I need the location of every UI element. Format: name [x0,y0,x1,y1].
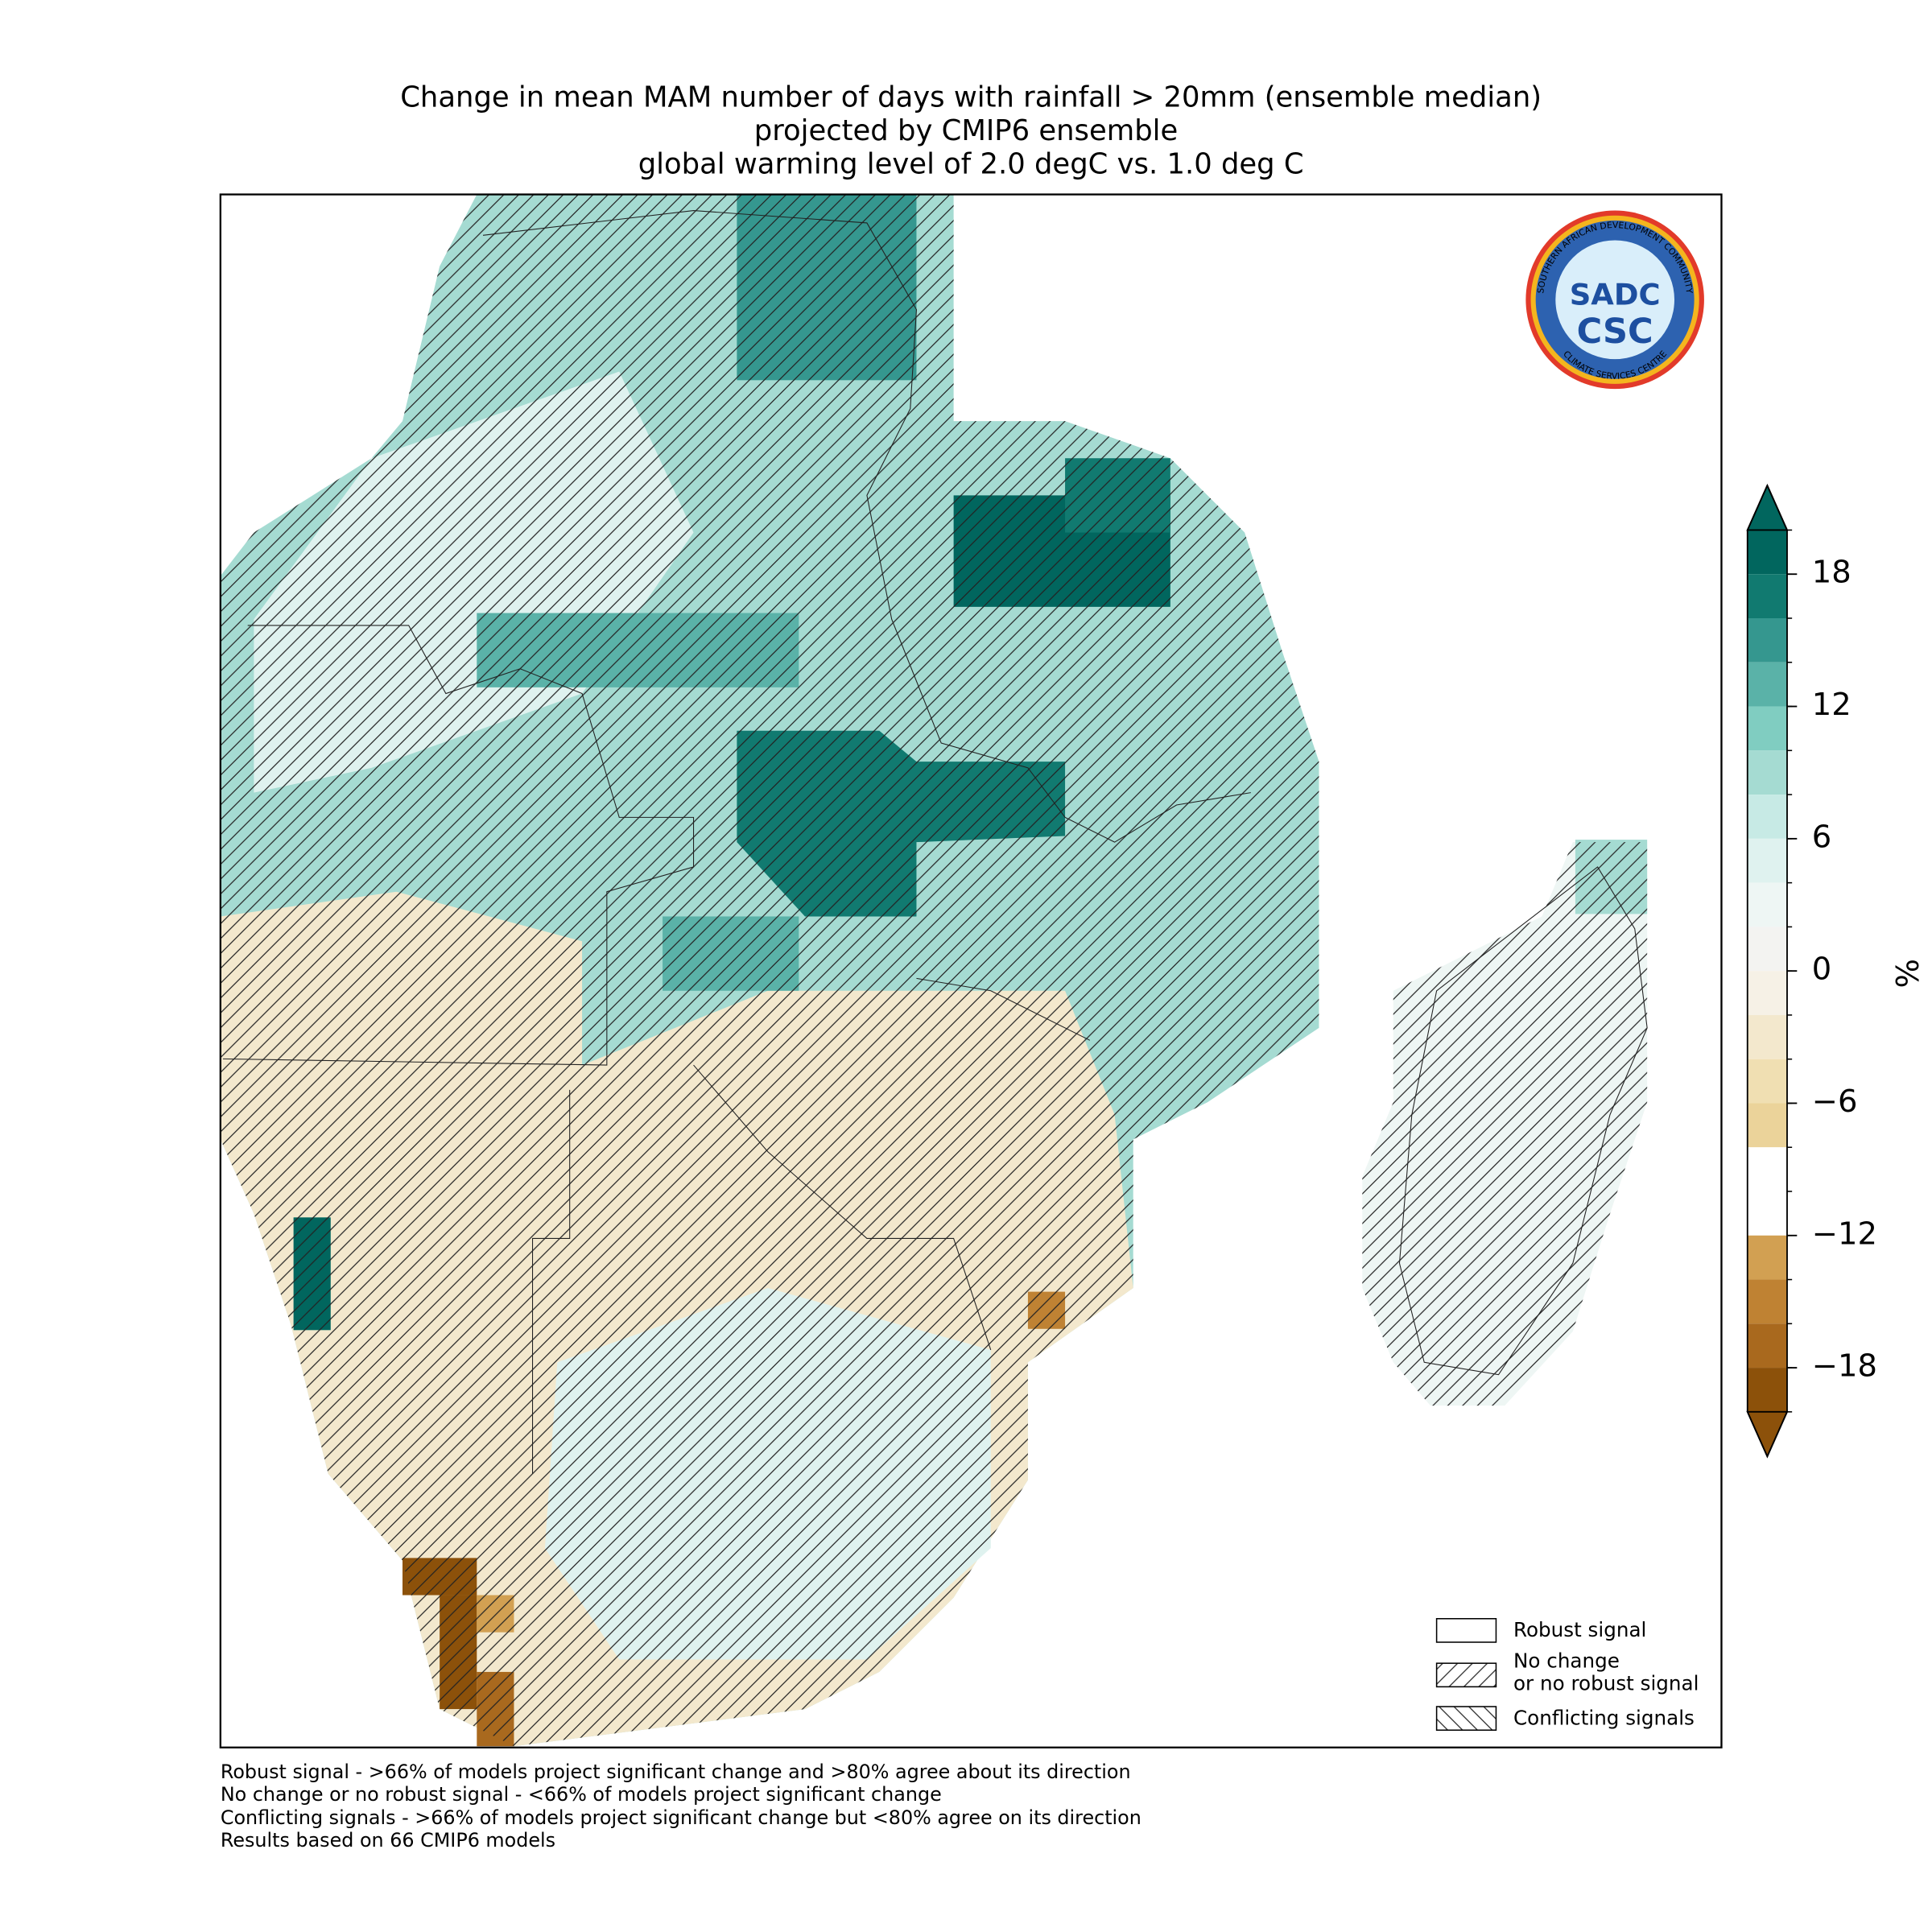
legend-box [1435,1618,1497,1643]
footnote: Conflicting signals - >66% of models pro… [221,1806,1141,1829]
colorbar-bin [1747,662,1787,707]
colorbar-bin [1747,530,1787,575]
colorbar-bin [1747,706,1787,751]
colorbar-tick-label: 6 [1812,819,1831,855]
map-frame [219,193,1723,1748]
logo-disc [1555,240,1674,360]
footnote: Robust signal - >66% of models project s… [221,1761,1131,1783]
title-line: projected by CMIP6 ensemble [754,114,1178,147]
footnote: No change or no robust signal - <66% of … [221,1783,942,1806]
footnote: Results based on 66 CMIP6 models [221,1829,555,1852]
legend-label: or no robust signal [1513,1671,1699,1695]
colorbar-bin [1747,838,1787,883]
legend-box [1435,1706,1497,1731]
colorbar-bin [1747,927,1787,972]
colorbar-bin [1747,1014,1787,1059]
colorbar-tick-label: −12 [1812,1216,1877,1252]
logo-main: SADC [1570,277,1661,312]
colorbar-bin [1747,1191,1787,1236]
colorbar-bin [1747,971,1787,1015]
colorbar-bin [1747,1103,1787,1148]
title-line: global warming level of 2.0 degC vs. 1.0… [638,147,1304,180]
colorbar-tick-label: 12 [1812,687,1852,723]
map [220,194,1648,1747]
colorbar-bin [1747,795,1787,839]
colorbar-bin [1747,882,1787,927]
colorbar-tick-label: 18 [1812,555,1852,591]
colorbar: 18 12 6 0 −6 −12 −18 [1746,483,1877,1459]
colorbar-bin [1747,1279,1787,1324]
legend-label: No change [1513,1649,1620,1673]
legend-label: Conflicting signals [1513,1706,1695,1729]
colorbar-bin [1747,574,1787,618]
legend-label: Robust signal [1513,1618,1646,1641]
hatch-madagascar [1362,842,1648,1406]
colorbar-bin [1747,1059,1787,1104]
colorbar-tick-label: −18 [1812,1348,1877,1385]
colorbar-label: % [1890,959,1926,989]
colorbar-bin [1747,1147,1787,1191]
colorbar-bin [1747,1368,1787,1412]
logo: SOUTHERN AFRICAN DEVELOPMENT COMMUNITY C… [1525,210,1704,390]
logo-sub: CSC [1577,312,1653,352]
colorbar-bin [1747,618,1787,663]
title-line: Change in mean MAM number of days with r… [400,80,1542,114]
colorbar-bin [1747,1323,1787,1368]
borders [222,209,1648,1474]
colorbar-extend-max [1746,483,1789,531]
colorbar-tick-label: −6 [1812,1084,1858,1120]
colorbar-bin [1747,1235,1787,1280]
legend-box [1435,1662,1497,1688]
colorbar-tick-label: 0 [1812,952,1831,988]
colorbar-extend-min [1746,1410,1789,1459]
hatch-mainland [220,194,1319,1747]
colorbar-bin [1747,750,1787,795]
legend: Robust signal No change or no robust sig… [1435,1618,1699,1731]
